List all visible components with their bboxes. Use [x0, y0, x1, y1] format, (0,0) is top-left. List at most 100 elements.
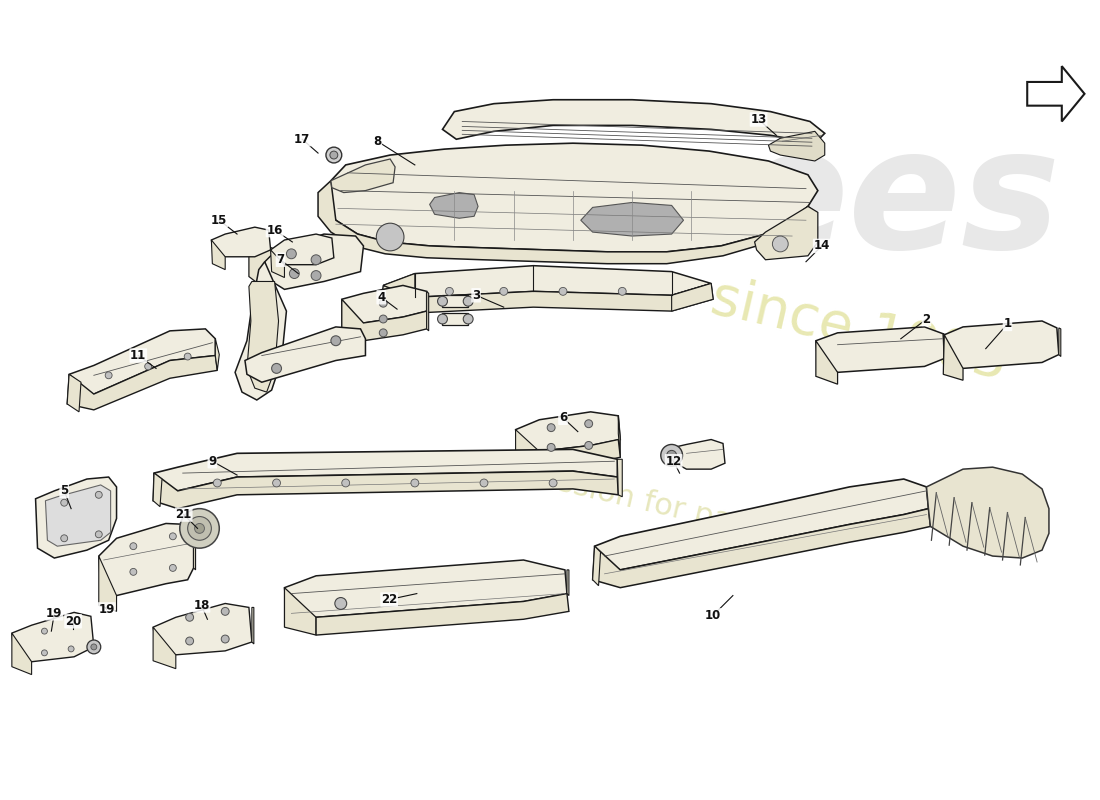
Polygon shape — [318, 181, 816, 264]
Polygon shape — [211, 240, 226, 270]
Circle shape — [331, 336, 341, 346]
Circle shape — [547, 443, 556, 451]
Polygon shape — [342, 299, 427, 341]
Circle shape — [376, 223, 404, 251]
Polygon shape — [618, 416, 620, 458]
Circle shape — [186, 614, 194, 622]
Text: ees: ees — [736, 121, 1062, 284]
Text: 3: 3 — [472, 289, 480, 302]
Circle shape — [289, 269, 299, 278]
Circle shape — [179, 509, 219, 548]
Text: 5: 5 — [60, 484, 68, 498]
Circle shape — [272, 363, 282, 374]
Text: 4: 4 — [377, 290, 385, 304]
Text: 8: 8 — [373, 134, 382, 148]
Polygon shape — [12, 633, 32, 674]
Polygon shape — [235, 262, 286, 400]
Circle shape — [618, 287, 626, 295]
Circle shape — [145, 363, 152, 370]
Circle shape — [480, 479, 488, 487]
Text: 19: 19 — [99, 603, 114, 616]
Polygon shape — [153, 603, 252, 655]
Text: 18: 18 — [194, 599, 210, 612]
Circle shape — [96, 531, 102, 538]
Circle shape — [585, 442, 593, 450]
Polygon shape — [246, 282, 278, 392]
Polygon shape — [265, 234, 363, 290]
Polygon shape — [382, 283, 713, 313]
Polygon shape — [816, 341, 837, 384]
Polygon shape — [593, 546, 601, 586]
Circle shape — [42, 650, 47, 656]
Polygon shape — [99, 523, 194, 595]
Polygon shape — [672, 283, 713, 311]
Text: 17: 17 — [294, 133, 310, 146]
Polygon shape — [271, 234, 333, 265]
Polygon shape — [539, 439, 620, 467]
Text: 11: 11 — [130, 349, 146, 362]
Circle shape — [221, 635, 229, 643]
Circle shape — [169, 533, 176, 540]
Polygon shape — [442, 100, 825, 143]
Circle shape — [195, 523, 205, 534]
Polygon shape — [944, 334, 946, 361]
Polygon shape — [342, 286, 427, 323]
Circle shape — [186, 637, 194, 645]
Circle shape — [130, 542, 136, 550]
Circle shape — [184, 353, 191, 360]
Circle shape — [87, 640, 101, 654]
Polygon shape — [595, 479, 928, 570]
Circle shape — [661, 445, 682, 466]
Polygon shape — [816, 327, 944, 372]
Text: a passion for parts: a passion for parts — [491, 453, 774, 545]
Text: 19: 19 — [46, 607, 63, 620]
Circle shape — [379, 299, 387, 307]
Circle shape — [188, 517, 211, 540]
Polygon shape — [45, 485, 111, 546]
Circle shape — [667, 450, 676, 460]
Circle shape — [286, 249, 296, 258]
Circle shape — [91, 644, 97, 650]
Circle shape — [559, 287, 566, 295]
Circle shape — [68, 620, 74, 626]
Polygon shape — [326, 143, 817, 252]
Text: 12: 12 — [666, 454, 682, 468]
Circle shape — [42, 628, 47, 634]
Text: 2: 2 — [923, 313, 931, 326]
Polygon shape — [67, 355, 218, 410]
Circle shape — [326, 147, 342, 163]
Polygon shape — [194, 538, 196, 570]
Polygon shape — [249, 244, 276, 286]
Polygon shape — [566, 570, 569, 595]
Circle shape — [499, 287, 508, 295]
Circle shape — [379, 329, 387, 337]
Polygon shape — [285, 560, 566, 618]
Circle shape — [60, 499, 68, 506]
Circle shape — [438, 296, 448, 306]
Circle shape — [60, 535, 68, 542]
Text: 16: 16 — [266, 224, 283, 237]
Polygon shape — [153, 473, 162, 506]
Text: since 1985: since 1985 — [705, 270, 1013, 391]
Polygon shape — [216, 338, 219, 370]
Circle shape — [213, 479, 221, 487]
Polygon shape — [383, 274, 415, 298]
Polygon shape — [316, 594, 569, 635]
Text: 9: 9 — [208, 454, 217, 468]
Text: 1: 1 — [1003, 318, 1012, 330]
Polygon shape — [153, 627, 176, 669]
Text: 20: 20 — [65, 614, 81, 628]
Circle shape — [68, 646, 74, 652]
Circle shape — [547, 424, 556, 432]
Polygon shape — [427, 291, 429, 331]
Polygon shape — [69, 329, 216, 394]
Polygon shape — [516, 430, 539, 467]
Circle shape — [342, 479, 350, 487]
Polygon shape — [593, 509, 931, 588]
Polygon shape — [383, 266, 712, 298]
Polygon shape — [12, 612, 94, 662]
Text: 6: 6 — [559, 411, 568, 424]
Text: 22: 22 — [381, 593, 397, 606]
Polygon shape — [944, 321, 1059, 368]
Circle shape — [273, 479, 280, 487]
